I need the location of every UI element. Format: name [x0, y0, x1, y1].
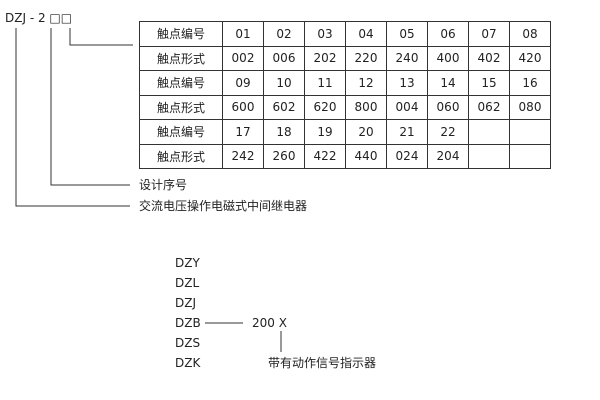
table-cell: 04: [345, 21, 387, 47]
table-cell: 004: [386, 94, 428, 120]
table-cell: 08: [509, 21, 551, 47]
variant-code: DZY: [175, 256, 200, 270]
table-cell: 20: [345, 119, 387, 145]
table-cell: 07: [468, 21, 510, 47]
table-cell: 260: [263, 143, 305, 169]
table-cell: 062: [468, 94, 510, 120]
variant-code: DZS: [175, 336, 201, 350]
table-cell: 220: [345, 45, 387, 71]
code-header: DZJ - 2 □□: [5, 11, 73, 25]
variant-code: DZK: [175, 356, 201, 370]
contact-code-line: [69, 28, 133, 46]
row-label: 触点编号: [139, 119, 223, 145]
table-cell: 19: [304, 119, 346, 145]
table-cell: 18: [263, 119, 305, 145]
table-cell: 21: [386, 119, 428, 145]
table-cell: 11: [304, 70, 346, 96]
table-cell: [468, 119, 510, 145]
relay-type-line: [15, 28, 130, 207]
table-cell: 15: [468, 70, 510, 96]
table-cell: [509, 119, 551, 145]
row-label: 触点编号: [139, 21, 223, 47]
table-row: 触点编号 17 18 19 20 21 22: [139, 119, 551, 145]
table-cell: 006: [263, 45, 305, 71]
table-row: 触点编号 09 10 11 12 13 14 15 16: [139, 70, 551, 96]
table-cell: 242: [222, 143, 264, 169]
contact-table: 触点编号 01 02 03 04 05 06 07 08 触点形式 002 006 202 220 240 4…: [139, 21, 551, 169]
variant-code: DZB: [175, 316, 201, 330]
table-cell: 420: [509, 45, 551, 71]
variant-code: DZJ: [175, 296, 196, 310]
table-cell: 05: [386, 21, 428, 47]
table-cell: 13: [386, 70, 428, 96]
table-cell: 12: [345, 70, 387, 96]
table-cell: 03: [304, 21, 346, 47]
design-number-line: [50, 28, 130, 186]
table-cell: 024: [386, 143, 428, 169]
table-cell: 01: [222, 21, 264, 47]
relay-type-label: 交流电压操作电磁式中间继电器: [139, 199, 308, 213]
table-cell: 422: [304, 143, 346, 169]
table-row: 触点形式 002 006 202 220 240 400 402 420: [139, 45, 551, 71]
table-cell: 602: [263, 94, 305, 120]
table-cell: 060: [427, 94, 469, 120]
table-cell: 06: [427, 21, 469, 47]
table-cell: 17: [222, 119, 264, 145]
table-row: 触点编号 01 02 03 04 05 06 07 08: [139, 21, 551, 47]
table-cell: 16: [509, 70, 551, 96]
table-cell: 600: [222, 94, 264, 120]
table-cell: 09: [222, 70, 264, 96]
table-cell: 10: [263, 70, 305, 96]
variant-suffix: 200 X: [252, 316, 287, 330]
table-cell: 080: [509, 94, 551, 120]
table-cell: [468, 143, 510, 169]
row-label: 触点形式: [139, 94, 223, 120]
table-row: 触点形式 600 602 620 800 004 060 062 080: [139, 94, 551, 120]
table-cell: 240: [386, 45, 428, 71]
design-number-label: 设计序号: [139, 178, 188, 192]
table-cell: 204: [427, 143, 469, 169]
suffix-note: 带有动作信号指示器: [268, 356, 377, 370]
table-row: 触点形式 242 260 422 440 024 204: [139, 143, 551, 169]
row-label: 触点形式: [139, 45, 223, 71]
table-cell: 400: [427, 45, 469, 71]
table-cell: 14: [427, 70, 469, 96]
table-cell: 440: [345, 143, 387, 169]
table-cell: 402: [468, 45, 510, 71]
table-cell: 002: [222, 45, 264, 71]
table-cell: [509, 143, 551, 169]
table-cell: 22: [427, 119, 469, 145]
variant-code: DZL: [175, 276, 200, 290]
table-cell: 202: [304, 45, 346, 71]
table-cell: 800: [345, 94, 387, 120]
table-cell: 620: [304, 94, 346, 120]
row-label: 触点编号: [139, 70, 223, 96]
row-label: 触点形式: [139, 143, 223, 169]
table-cell: 02: [263, 21, 305, 47]
